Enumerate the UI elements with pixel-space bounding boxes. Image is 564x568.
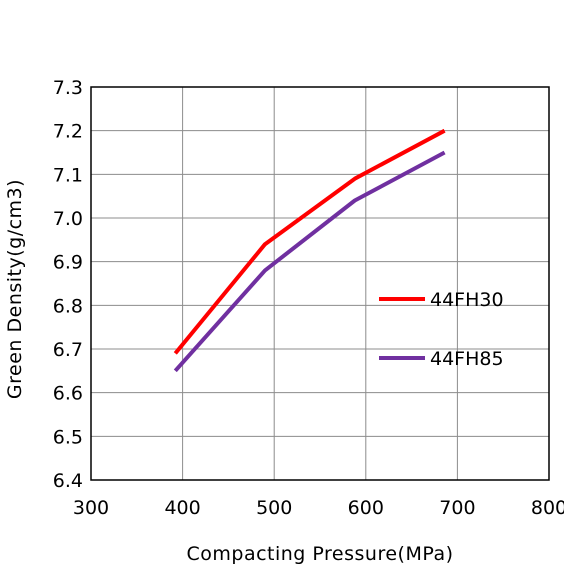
legend-label-44fh30: 44FH30 xyxy=(430,289,504,311)
plot-area-frame xyxy=(90,86,550,481)
x-tick-label: 800 xyxy=(531,497,564,519)
x-tick-label: 600 xyxy=(348,497,384,519)
y-tick-label: 6.9 xyxy=(53,252,83,274)
x-axis-tick-labels: 300 400 500 600 700 800 xyxy=(73,497,564,519)
y-tick-label: 6.4 xyxy=(53,470,83,492)
legend: 44FH30 44FH85 xyxy=(379,289,504,370)
x-tick-label: 400 xyxy=(164,497,200,519)
y-tick-label: 6.5 xyxy=(53,426,83,448)
y-tick-label: 7.2 xyxy=(53,121,83,143)
y-axis-tick-labels: 6.4 6.5 6.6 6.7 6.8 6.9 7.0 7.1 7.2 7.3 xyxy=(53,77,83,492)
y-tick-label: 7.0 xyxy=(53,208,83,230)
x-tick-label: 500 xyxy=(256,497,292,519)
y-tick-label: 6.8 xyxy=(53,295,83,317)
y-tick-label: 6.7 xyxy=(53,339,83,361)
series-line-44fh85 xyxy=(173,150,446,373)
legend-label-44fh85: 44FH85 xyxy=(430,348,504,370)
x-tick-label: 300 xyxy=(73,497,109,519)
x-axis-title: Compacting Pressure(MPa) xyxy=(186,543,453,565)
grid-lines xyxy=(90,86,550,481)
series-line-44fh30 xyxy=(173,128,446,355)
series-lines xyxy=(173,128,446,373)
y-axis-title: Green Density(g/cm3) xyxy=(4,179,26,399)
x-tick-label: 700 xyxy=(439,497,475,519)
y-tick-label: 7.3 xyxy=(53,77,83,99)
y-tick-label: 6.6 xyxy=(53,383,83,405)
y-tick-label: 7.1 xyxy=(53,164,83,186)
